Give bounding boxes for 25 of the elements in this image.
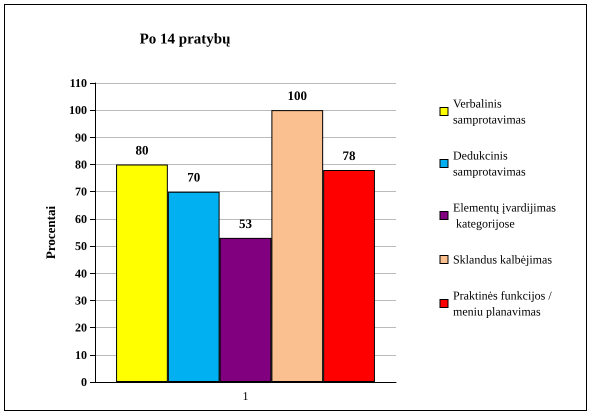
y-tick-label: 40 [75,266,87,280]
data-label: 78 [342,148,356,163]
y-tick-label: 60 [75,212,87,226]
legend-label: Dedukcinis samprotavimas [453,148,526,178]
legend-label: Sklandus kalbėjimas [453,252,552,266]
data-label: 80 [135,142,148,158]
chart-title: Po 14 pratybų [140,32,230,48]
y-tick-label: 70 [75,184,87,199]
y-axis-title: Procentai [43,206,58,260]
y-tick-label: 0 [81,375,87,389]
y-tick-label: 50 [75,239,87,254]
y-tick-label: 100 [69,103,87,118]
y-tick-label: 90 [75,130,87,144]
legend-label: Verbalinis samprotavimas [453,96,526,126]
x-tick-label: 1 [242,389,248,403]
y-tick-label: 20 [75,320,87,335]
data-label: 70 [187,170,200,185]
y-tick-label: 10 [75,348,87,362]
data-label: 100 [288,88,308,104]
y-tick-label: 110 [70,76,87,90]
legend-label: Elementų įvardijimas kategorijose [453,200,556,230]
y-tick-label: 30 [75,293,87,308]
y-tick-label: 80 [75,158,87,172]
legend-label: Praktinės funkcijos / meniu planavimas [453,288,555,318]
data-label: 53 [239,216,252,231]
